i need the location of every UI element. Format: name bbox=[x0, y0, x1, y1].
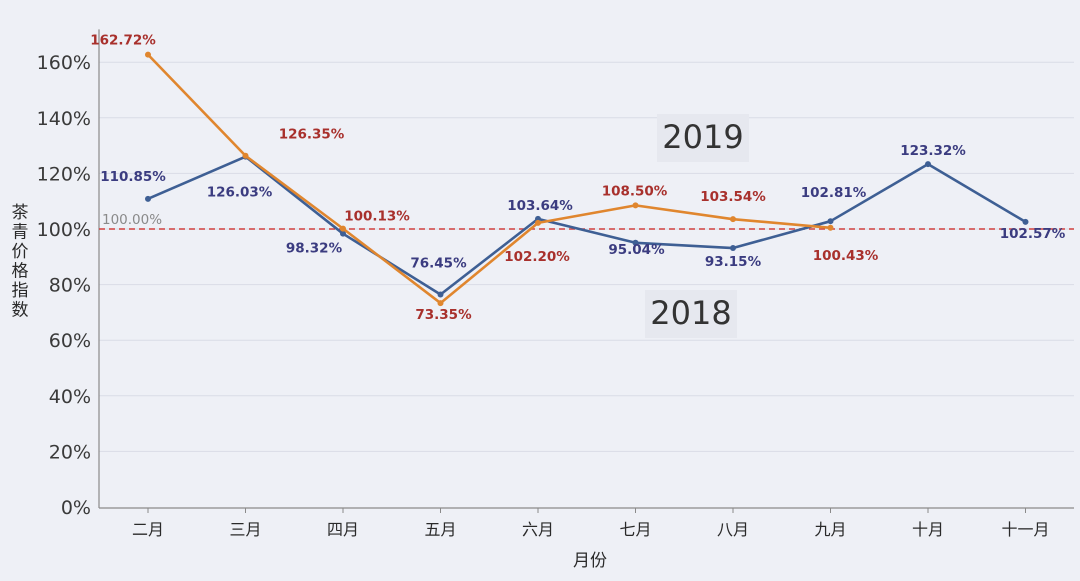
data-label-2018: 123.32% bbox=[900, 143, 966, 159]
data-point-2018 bbox=[925, 161, 931, 168]
data-point-2018 bbox=[632, 239, 639, 246]
data-label-2019: 102.20% bbox=[504, 249, 570, 265]
y-tick-label: 60% bbox=[49, 330, 91, 352]
data-label-2018: 110.85% bbox=[100, 169, 166, 185]
data-label-2018: 93.15% bbox=[705, 254, 762, 270]
data-label-layer: 110.85% 126.03% 98.32% 76.45% 103.64% 95.04% 9… bbox=[90, 33, 1066, 323]
data-label-2019: 100.43% bbox=[813, 248, 879, 264]
data-label-2018: 76.45% bbox=[410, 255, 467, 271]
x-tick-label: 九月 bbox=[814, 520, 846, 539]
y-tick-label: 0% bbox=[61, 497, 91, 519]
data-label-2019: 108.50% bbox=[602, 183, 668, 199]
series-line-2018 bbox=[147, 155, 1027, 296]
data-point-2019 bbox=[340, 225, 346, 232]
x-tick-label: 三月 bbox=[229, 520, 261, 539]
data-point-2018 bbox=[1022, 218, 1029, 225]
data-point-2019 bbox=[535, 219, 541, 226]
y-axis-title: 茶青价格指数 bbox=[12, 203, 29, 321]
data-point-2019 bbox=[242, 152, 249, 159]
data-point-2018 bbox=[437, 291, 444, 298]
data-label-2019: 100.13% bbox=[344, 209, 410, 225]
data-label-2018: 102.57% bbox=[1000, 226, 1066, 242]
x-tick-label: 二月 bbox=[132, 520, 164, 539]
reference-label: 100.00% bbox=[102, 212, 162, 228]
data-label-2019: 126.35% bbox=[279, 127, 345, 143]
x-tick-label: 五月 bbox=[424, 520, 456, 539]
x-tick-label: 六月 bbox=[522, 520, 554, 539]
data-label-2019: 73.35% bbox=[415, 307, 472, 323]
data-point-2018 bbox=[145, 195, 151, 202]
y-tick-label: 140% bbox=[37, 108, 91, 130]
x-tick-label: 四月 bbox=[327, 520, 359, 539]
year-annotation-bg bbox=[657, 114, 749, 162]
data-label-2018: 95.04% bbox=[608, 242, 665, 258]
reference-layer: 100.00% bbox=[99, 212, 1074, 230]
y-tick-label: 40% bbox=[49, 386, 91, 408]
y-tick-label: 100% bbox=[37, 219, 91, 241]
data-point-2019 bbox=[437, 300, 444, 307]
x-tick-label: 八月 bbox=[717, 520, 749, 539]
data-label-2019: 162.72% bbox=[90, 33, 156, 49]
data-point-2018 bbox=[340, 230, 346, 237]
data-label-2018: 103.64% bbox=[507, 198, 573, 214]
data-label-2018: 126.03% bbox=[207, 185, 273, 201]
data-label-2019: 103.54% bbox=[700, 189, 766, 205]
data-point-2019 bbox=[145, 51, 151, 58]
series-annotation-2019: 2019 bbox=[662, 118, 743, 156]
x-tick-label: 七月 bbox=[619, 520, 651, 539]
y-tick-label: 20% bbox=[49, 441, 91, 463]
axis-layer: 0% 20% 40% 60% 80% 100% 120% 140% 160% 二月 三月 四月 五月 六月… bbox=[37, 29, 1074, 539]
x-axis-title: 月份 bbox=[573, 551, 607, 571]
y-tick-label: 160% bbox=[37, 52, 91, 74]
grid-layer bbox=[99, 61, 1074, 452]
y-tick-label: 120% bbox=[37, 163, 91, 185]
data-point-2019 bbox=[827, 224, 834, 231]
data-point-2019 bbox=[730, 216, 736, 223]
data-label-2018: 102.81% bbox=[801, 185, 867, 201]
x-tick-label: 十一月 bbox=[1001, 520, 1049, 539]
year-annotation-bg bbox=[645, 290, 737, 338]
series-layer bbox=[145, 51, 1029, 307]
data-point-2019 bbox=[632, 202, 639, 209]
title-layer: 月份 茶青价格指数 2019 2018 bbox=[12, 114, 749, 571]
series-annotation-2018: 2018 bbox=[650, 294, 731, 332]
data-label-2018: 98.32% bbox=[286, 241, 343, 257]
y-tick-label: 80% bbox=[49, 275, 91, 297]
data-point-2018 bbox=[730, 245, 736, 252]
data-point-2018 bbox=[827, 218, 834, 225]
x-tick-label: 十月 bbox=[912, 520, 944, 539]
series-line-2019 bbox=[147, 53, 831, 305]
